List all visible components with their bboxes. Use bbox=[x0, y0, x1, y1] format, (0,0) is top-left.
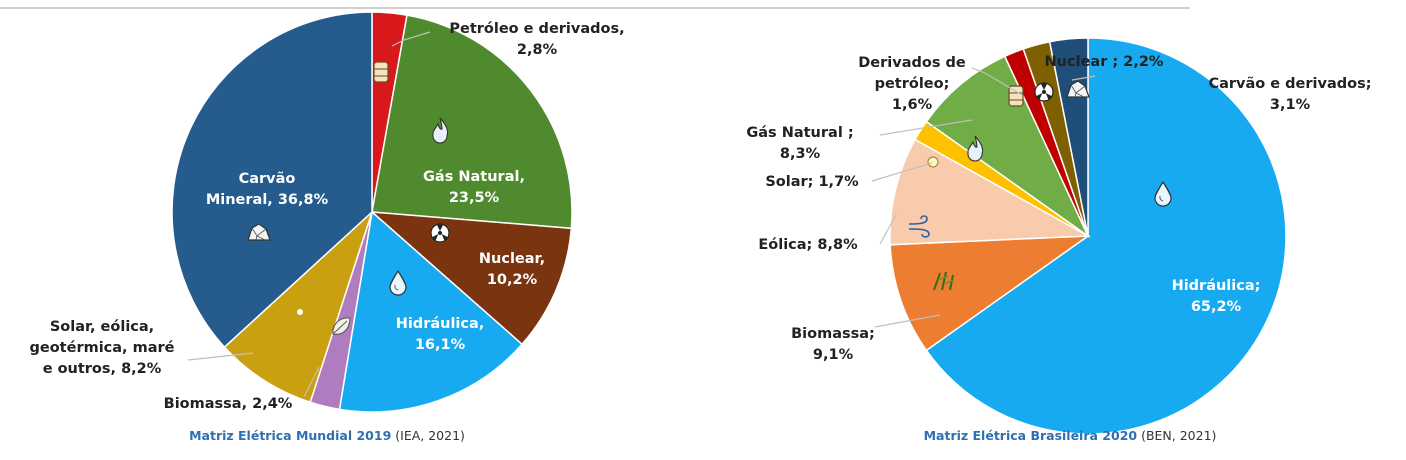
label-line: e outros, 8,2% bbox=[43, 361, 162, 377]
label-line: 10,2% bbox=[487, 272, 538, 288]
brazil-slice-label-0: Hidráulica; 65,2% bbox=[1172, 278, 1261, 315]
brazil-slice-label-7: Carvão e derivados; 3,1% bbox=[1208, 76, 1371, 113]
water-drop-icon bbox=[1154, 180, 1172, 207]
radiation-icon bbox=[1034, 82, 1054, 102]
oil-barrel-icon bbox=[373, 61, 389, 83]
world-caption-title: Matriz Elétrica Mundial 2019 bbox=[189, 428, 391, 443]
brazil-slice-1 bbox=[889, 235, 1091, 352]
label-line: 16,1% bbox=[415, 337, 466, 353]
world-slice-5 bbox=[223, 209, 374, 404]
brazil-slice-label-2: Eólica; 8,8% bbox=[758, 237, 858, 253]
brazil-leader-line-5 bbox=[971, 67, 1023, 96]
world-slice-2 bbox=[369, 211, 573, 346]
brazil-slice-label-5: Derivados de petróleo; 1,6% bbox=[858, 55, 966, 113]
brazil-caption-source: (BEN, 2021) bbox=[1137, 428, 1216, 443]
world-slice-label-3: Hidráulica, 16,1% bbox=[396, 316, 485, 353]
label-line: Gás Natural ; bbox=[746, 125, 853, 141]
brazil-pie-slices bbox=[889, 37, 1287, 435]
world-pie-icons bbox=[247, 61, 450, 335]
world-caption-source: (IEA, 2021) bbox=[391, 428, 465, 443]
label-line: 1,6% bbox=[892, 97, 933, 113]
oil-barrel-icon bbox=[1008, 85, 1024, 107]
label-line: Carvão bbox=[239, 171, 296, 187]
world-slice-label-5: Solar, eólica, geotérmica, maré e outros, … bbox=[30, 319, 175, 377]
world-slice-label-1: Gás Natural, 23,5% bbox=[423, 169, 525, 206]
label-line: Hidráulica, bbox=[396, 316, 485, 332]
world-slice-3 bbox=[338, 210, 524, 413]
water-drop-icon bbox=[389, 269, 407, 296]
world-pie-caption: Matriz Elétrica Mundial 2019 (IEA, 2021) bbox=[189, 428, 465, 443]
brazil-pie-icons bbox=[908, 80, 1172, 291]
world-leader-line-0 bbox=[391, 31, 431, 47]
label-line: 9,1% bbox=[813, 347, 854, 363]
world-slice-1 bbox=[371, 14, 573, 230]
radiation-icon bbox=[430, 223, 450, 243]
label-line: 23,5% bbox=[449, 190, 500, 206]
world-slice-label-0: Petróleo e derivados, 2,8% bbox=[449, 21, 624, 58]
brazil-pie-chart: Hidráulica; 65,2% Biomassa; 9,1% Eólica; 8,8… bbox=[746, 37, 1372, 443]
world-pie-slices bbox=[171, 11, 573, 413]
brazil-slice-2 bbox=[889, 138, 1091, 246]
world-slice-label-4: Biomassa, 2,4% bbox=[164, 396, 293, 412]
brazil-pie-leaders bbox=[871, 67, 1096, 328]
leaf-icon bbox=[332, 317, 351, 335]
label-line: Solar, eólica, bbox=[50, 319, 154, 335]
coal-icon bbox=[247, 223, 271, 241]
sun-icon bbox=[927, 156, 939, 168]
gas-flame-icon bbox=[432, 117, 449, 144]
brazil-pie-labels: Hidráulica; 65,2% Biomassa; 9,1% Eólica; 8,8… bbox=[746, 54, 1371, 363]
world-slice-6 bbox=[171, 11, 373, 349]
label-line: 3,1% bbox=[1270, 97, 1311, 113]
renewables-icon bbox=[297, 309, 303, 315]
label-line: Nuclear, bbox=[479, 251, 545, 267]
brazil-slice-label-3: Solar; 1,7% bbox=[765, 174, 859, 190]
brazil-slice-0 bbox=[925, 37, 1287, 435]
brazil-pie-caption: Matriz Elétrica Brasileira 2020 (BEN, 20… bbox=[924, 428, 1217, 443]
brazil-leader-line-7 bbox=[1071, 75, 1096, 81]
label-line: 8,3% bbox=[780, 146, 821, 162]
label-line: Solar; 1,7% bbox=[765, 174, 859, 190]
label-line: Nuclear ; 2,2% bbox=[1045, 54, 1164, 70]
label-line: petróleo; bbox=[875, 76, 950, 92]
label-line: Biomassa; bbox=[791, 326, 875, 342]
brazil-slice-label-4: Gás Natural ; 8,3% bbox=[746, 125, 853, 162]
world-pie-labels: Petróleo e derivados, 2,8% Gás Natural, 23,… bbox=[30, 21, 625, 412]
world-leader-line-5 bbox=[187, 352, 254, 361]
label-line: Derivados de bbox=[858, 55, 966, 71]
label-line: Biomassa, 2,4% bbox=[164, 396, 293, 412]
world-pie-chart: Petróleo e derivados, 2,8% Gás Natural, 23,… bbox=[30, 11, 625, 443]
coal-icon bbox=[1066, 80, 1090, 98]
brazil-slice-label-6: Nuclear ; 2,2% bbox=[1045, 54, 1164, 70]
world-leader-line-4 bbox=[303, 366, 320, 398]
brazil-caption-title: Matriz Elétrica Brasileira 2020 bbox=[924, 428, 1138, 443]
world-slice-label-2: Nuclear, 10,2% bbox=[479, 251, 545, 288]
label-line: Gás Natural, bbox=[423, 169, 525, 185]
brazil-leader-line-2 bbox=[879, 214, 897, 245]
label-line: Petróleo e derivados, bbox=[449, 21, 624, 37]
label-line: Carvão e derivados; bbox=[1208, 76, 1371, 92]
brazil-leader-line-1 bbox=[874, 314, 941, 328]
label-line: Hidráulica; bbox=[1172, 278, 1261, 294]
label-line: 2,8% bbox=[517, 42, 558, 58]
brazil-leader-line-3 bbox=[871, 162, 933, 182]
brazil-slice-4 bbox=[925, 55, 1090, 239]
brazil-slice-label-1: Biomassa; 9,1% bbox=[791, 326, 875, 363]
world-pie-leaders bbox=[187, 31, 431, 398]
label-line: Mineral, 36,8% bbox=[206, 192, 329, 208]
label-line: Eólica; 8,8% bbox=[758, 237, 858, 253]
world-slice-label-6: Carvão Mineral, 36,8% bbox=[206, 171, 329, 208]
label-line: geotérmica, maré bbox=[30, 340, 175, 356]
wind-icon bbox=[908, 215, 930, 238]
gas-flame-icon bbox=[967, 135, 984, 162]
sugarcane-icon bbox=[933, 271, 955, 291]
label-line: 65,2% bbox=[1191, 299, 1242, 315]
brazil-leader-line-4 bbox=[879, 119, 973, 136]
